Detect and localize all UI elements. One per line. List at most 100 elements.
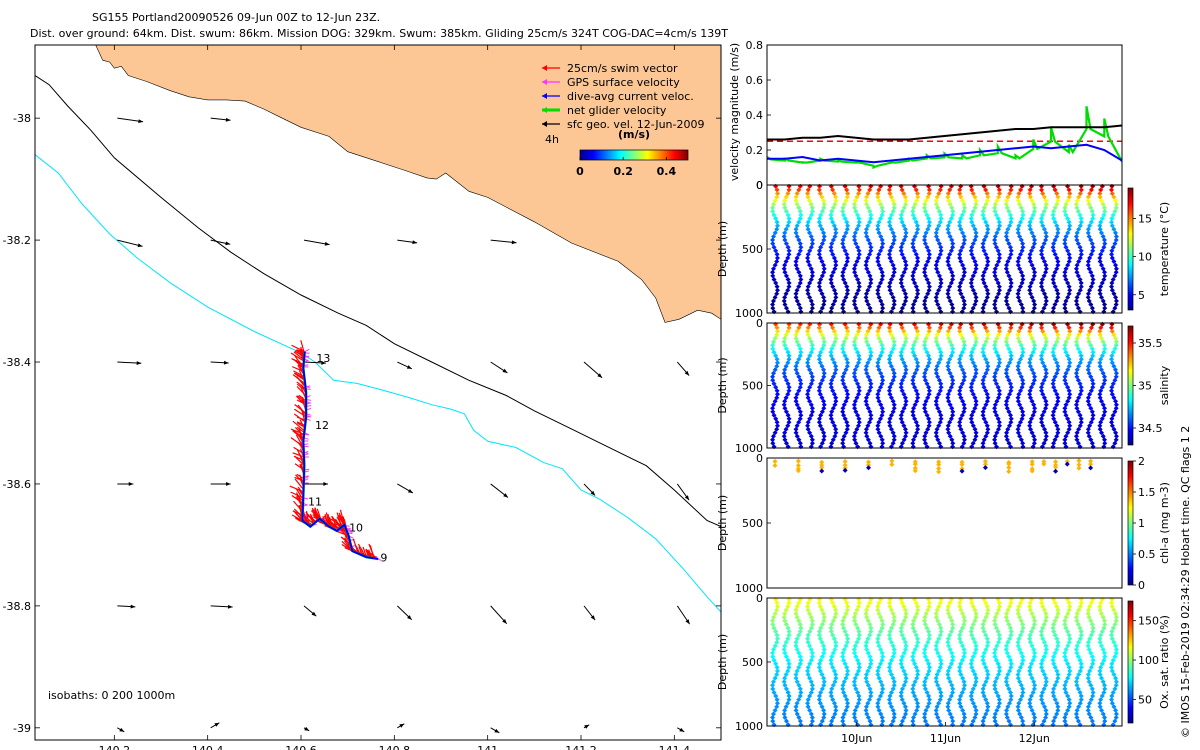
temperature-section-point [1051,216,1057,222]
temperature-section-point [945,259,951,265]
salinity-section-point [809,405,815,411]
salinity-section-point [879,412,885,418]
oxygen-section-point [1109,668,1115,674]
salinity-section-point [972,437,978,443]
temperature-section-point [980,241,986,247]
temperature-section-point [807,294,813,300]
salinity-section-point [1050,412,1056,418]
oxygen-section-point [1003,711,1009,717]
oxygen-section-point [935,650,941,656]
oxygen-section-point [1007,603,1013,609]
geo-vector-head [214,722,220,727]
temperature-section-point [1109,219,1115,225]
oxygen-section-point [786,661,792,667]
temperature-section-point [945,287,951,293]
salinity-section-point [868,412,874,418]
temperature-section-point [945,291,951,297]
oxygen-section-point [875,603,881,609]
temperature-section-point [902,291,908,297]
salinity-section-point [771,349,777,355]
oxygen-section-point [1040,603,1046,609]
oxygen-section-point [922,621,928,627]
oxygen-section-point [832,711,838,717]
salinity-section-point [981,353,987,359]
temperature-section-point [781,266,787,272]
salinity-section-point [934,395,940,401]
salinity-section-point [984,360,990,366]
temperature-section-point [1043,298,1049,304]
temperature-section-point [969,187,975,193]
salinity-section-point [1043,342,1049,348]
oxygen-section-point [1008,693,1014,699]
salinity-section-point [980,409,986,415]
salinity-section-point [1109,388,1115,394]
oxygen-section-point [1088,650,1094,656]
temperature-section-colorbar-label: temperature (°C) [1158,202,1171,296]
oxygen-section-point [863,643,869,649]
geo-vector-head [227,604,233,609]
salinity-section-point [973,430,979,436]
salinity-section-point [840,349,846,355]
temperature-section-point [993,212,999,218]
temperature-section-point [992,305,998,311]
temperature-section-point [832,266,838,272]
oxygen-section-point [770,682,776,688]
salinity-section-point [1041,409,1047,415]
temperature-section-point [985,259,991,265]
oxygen-section-point [1003,646,1009,652]
oxygen-section-point [1097,700,1103,706]
oxygen-section-point [774,672,780,678]
salinity-section-point [890,409,896,415]
temperature-section-point [1113,262,1119,268]
salinity-section-point [983,388,989,394]
temperature-section-point [853,273,859,279]
oxygen-section-point [969,625,975,631]
temperature-section-point [782,205,788,211]
salinity-section-point [786,416,792,422]
temperature-section-point [1017,298,1023,304]
oxygen-section-point [878,646,884,652]
salinity-section-point [1077,360,1083,366]
salinity-section-point [994,335,1000,341]
temperature-section-point [840,205,846,211]
salinity-section-point [864,332,870,338]
day-label: 10 [349,522,363,535]
salinity-section-point [1102,405,1108,411]
oxygen-section-point [796,650,802,656]
salinity-section-point [817,360,823,366]
temperature-section-point [1019,248,1025,254]
oxygen-section-point [933,611,939,617]
temperature-section-point [805,226,811,232]
salinity-section-point [890,440,896,446]
temperature-section-point [864,201,870,207]
temperature-section-point [1004,205,1010,211]
day-label: 11 [308,495,322,508]
temperature-section-point [1101,244,1107,250]
temperature-section-point [973,230,979,236]
oxygen-section-point [1074,707,1080,713]
temperature-section-point [1085,294,1091,300]
temperature-section-point [1054,255,1060,261]
oxygen-section-point [865,618,871,624]
salinity-section-point [816,356,822,362]
salinity-section-point [926,384,932,390]
oxygen-section-point [1031,679,1037,685]
temperature-section-point [1088,302,1094,308]
oxygen-section-point [1078,664,1084,670]
oxygen-section-point [915,639,921,645]
salinity-section-point [912,353,918,359]
salinity-section-point [922,374,928,380]
oxygen-section-point [1098,664,1104,670]
temperature-section-point [1102,302,1108,308]
salinity-section-point [807,430,813,436]
oxygen-section-point [798,625,804,631]
temperature-section-point [945,223,951,229]
salinity-section-point [1054,402,1060,408]
temperature-section-point [935,237,941,243]
oxygen-section-point [821,646,827,652]
salinity-section-point [805,419,811,425]
salinity-section-point [798,349,804,355]
salinity-section-point [772,335,778,341]
temperature-section-point [832,233,838,239]
